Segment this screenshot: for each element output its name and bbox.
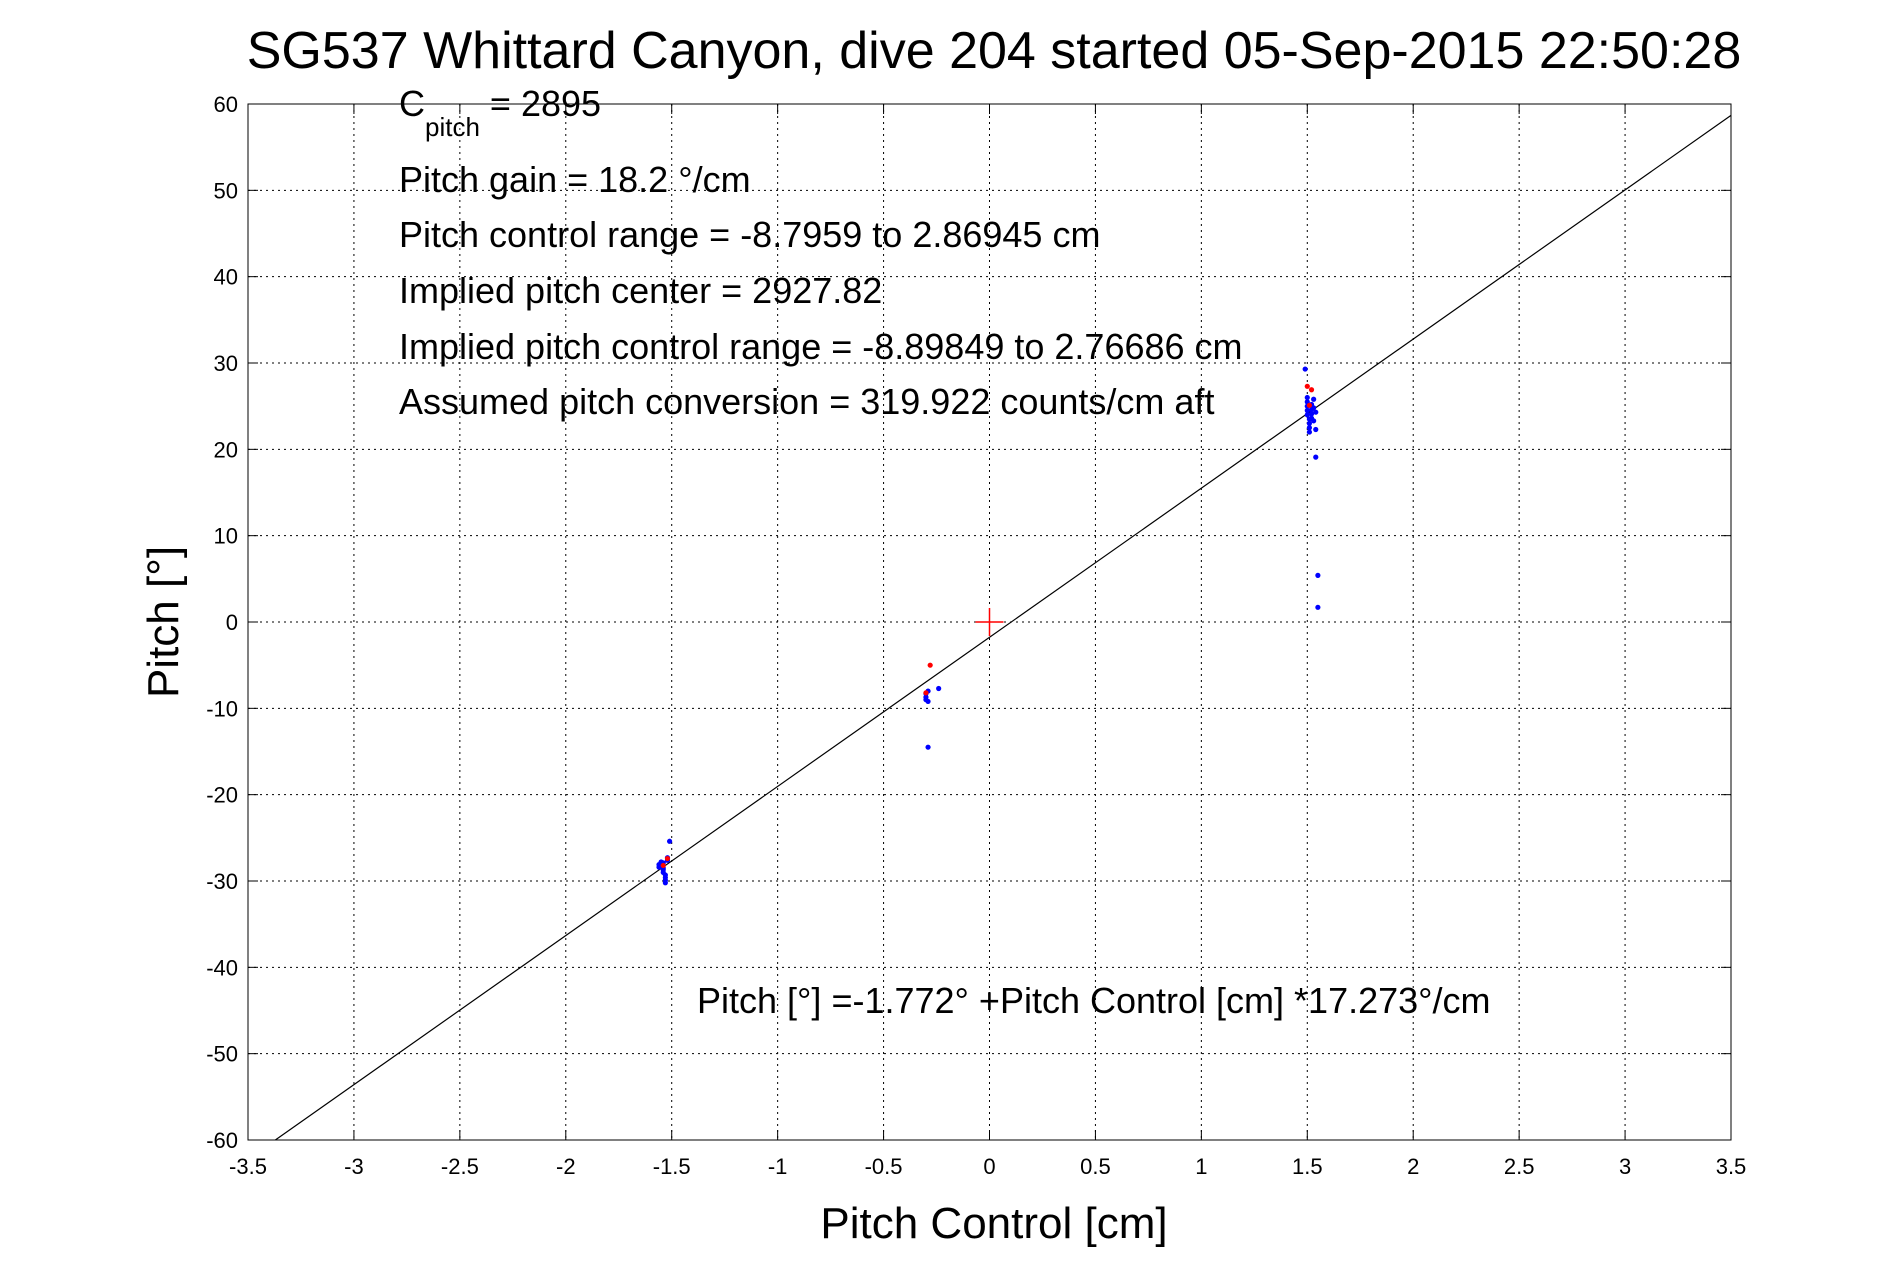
y-tick-labels: -60 -50 -40 -30 -20 -10 0 10 20 30 40 50 60	[206, 92, 238, 1153]
y-tick-label: -30	[206, 869, 238, 894]
cpitch-subscript: pitch	[425, 112, 480, 142]
y-tick-label: 10	[214, 524, 238, 549]
annotation-pitch-gain: Pitch gain = 18.2 °/cm	[399, 159, 751, 200]
data-point-series-1	[1308, 411, 1315, 417]
data-point-series-1	[936, 685, 942, 692]
data-point-series-1	[1306, 425, 1313, 431]
annotation-assumed-pitch-conversion: Assumed pitch conversion = 319.922 count…	[399, 381, 1214, 422]
y-tick-label: 50	[214, 178, 238, 203]
y-tick-label: 40	[214, 265, 238, 290]
x-tick-label: -1	[768, 1154, 788, 1179]
data-point-series-1	[1315, 572, 1321, 578]
chart-title: SG537 Whittard Canyon, dive 204 started …	[247, 22, 1742, 80]
y-tick-label: -10	[206, 696, 238, 721]
y-tick-label: -20	[206, 783, 238, 808]
fit-line-group	[274, 114, 1732, 1141]
data-point-series-1	[1311, 418, 1317, 424]
data-point-series-1	[1304, 407, 1310, 414]
axis-ticks	[247, 103, 1732, 1141]
y-tick-label: -60	[206, 1128, 238, 1153]
y-axis-label: Pitch [°]	[139, 546, 188, 698]
data-point-series-1	[662, 880, 668, 886]
x-tick-label: 2.5	[1504, 1154, 1535, 1179]
data-point-series-1	[1313, 409, 1319, 415]
data-point-series-1	[1315, 604, 1321, 610]
data-point-series-1	[925, 698, 931, 705]
x-tick-label: 2	[1407, 1154, 1419, 1179]
x-tick-label: -0.5	[865, 1154, 903, 1179]
x-tick-labels: -3.5 -3 -2.5 -2 -1.5 -1 -0.5 0 0.5 1 1.5 2 2.5 3 3.5	[229, 1154, 1746, 1179]
data-point-series-1	[666, 838, 673, 844]
data-point-series-1	[656, 864, 662, 870]
data-point-series-2	[923, 690, 929, 696]
annotation-cpitch: Cpitch = 2895	[399, 83, 601, 142]
annotation-implied-pitch-control-range: Implied pitch control range = -8.89849 t…	[399, 326, 1243, 367]
x-tick-label: 1	[1195, 1154, 1207, 1179]
data-point-series-1	[1302, 366, 1308, 372]
data-point-series-2	[1308, 387, 1315, 393]
x-tick-label: -3.5	[229, 1154, 267, 1179]
data-points	[656, 366, 1321, 886]
y-tick-label: 20	[214, 437, 238, 462]
center-marker-group	[975, 608, 1004, 636]
data-point-series-1	[1304, 412, 1310, 418]
cpitch-prefix: C	[399, 83, 425, 124]
x-tick-label: 3.5	[1716, 1154, 1747, 1179]
x-tick-label: -2.5	[441, 1154, 479, 1179]
x-axis-label: Pitch Control [cm]	[820, 1199, 1167, 1248]
data-point-series-1	[1311, 405, 1317, 411]
data-point-series-2	[664, 855, 671, 862]
y-tick-label: 30	[214, 351, 238, 376]
annotation-implied-pitch-center: Implied pitch center = 2927.82	[399, 270, 882, 311]
data-point-series-1	[1306, 420, 1313, 427]
data-point-series-2	[1304, 383, 1310, 389]
data-point-series-1	[1313, 454, 1319, 460]
y-tick-label: -50	[206, 1042, 238, 1067]
y-tick-label: 0	[226, 610, 238, 635]
x-tick-label: -2	[556, 1154, 576, 1179]
data-point-series-2	[1306, 402, 1313, 408]
grid-lines	[248, 104, 1731, 1140]
data-point-series-1	[925, 744, 931, 750]
data-point-series-1	[1306, 429, 1313, 435]
x-tick-label: 0	[983, 1154, 995, 1179]
data-point-series-1	[1304, 394, 1310, 401]
data-point-series-1	[1311, 396, 1317, 402]
x-tick-label: 1.5	[1292, 1154, 1323, 1179]
x-tick-label: 3	[1619, 1154, 1631, 1179]
x-tick-label: -1.5	[653, 1154, 691, 1179]
data-point-series-2	[927, 662, 933, 668]
x-tick-label: 0.5	[1080, 1154, 1111, 1179]
fit-line	[274, 114, 1732, 1141]
x-tick-label: -3	[344, 1154, 364, 1179]
annotation-fit-equation: Pitch [°] =-1.772° +Pitch Control [cm] *…	[697, 980, 1491, 1021]
data-point-series-1	[1313, 426, 1319, 433]
y-tick-label: 60	[214, 92, 238, 117]
annotation-pitch-control-range: Pitch control range = -8.7959 to 2.86945…	[399, 214, 1100, 255]
cpitch-value: = 2895	[480, 83, 601, 124]
data-point-series-2	[660, 862, 666, 869]
y-tick-label: -40	[206, 955, 238, 980]
